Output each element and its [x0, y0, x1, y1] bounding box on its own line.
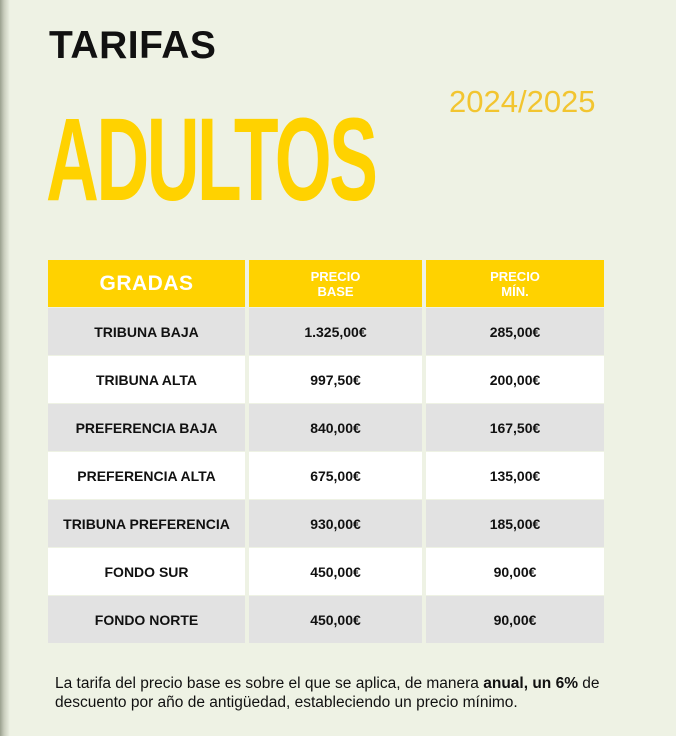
page-title-text: ADULTOS: [46, 94, 378, 226]
footnote: La tarifa del precio base es sobre el qu…: [55, 674, 615, 712]
page-edge-shadow: [0, 0, 10, 736]
cell-precio-min: 200,00€: [426, 355, 604, 403]
table-row: FONDO NORTE 450,00€ 90,00€: [48, 595, 604, 643]
cell-grada: TRIBUNA ALTA: [48, 355, 249, 403]
table-row: PREFERENCIA ALTA 675,00€ 135,00€: [48, 451, 604, 499]
footnote-text-1: La tarifa del precio base es sobre el qu…: [55, 675, 484, 692]
cell-precio-base: 997,50€: [249, 355, 426, 403]
cell-precio-min: 90,00€: [426, 547, 604, 595]
footnote-bold: anual, un 6%: [483, 675, 578, 692]
header-precio-base: PRECIO BASE: [249, 260, 426, 307]
cell-precio-base: 840,00€: [249, 403, 426, 451]
page-kicker: TARIFAS: [49, 24, 217, 67]
fares-table: GRADAS PRECIO BASE PRECIO MÍN. TRIBUNA B…: [48, 260, 604, 643]
cell-precio-base: 1.325,00€: [249, 307, 426, 355]
cell-grada: FONDO SUR: [48, 547, 249, 595]
cell-precio-min: 90,00€: [426, 595, 604, 643]
header-precio-base-line1: PRECIO: [310, 268, 361, 284]
cell-precio-base: 450,00€: [249, 595, 426, 643]
season-label: 2024/2025: [449, 84, 596, 119]
table-header-row: GRADAS PRECIO BASE PRECIO MÍN.: [48, 260, 604, 307]
cell-grada: PREFERENCIA BAJA: [48, 403, 249, 451]
header-precio-min-line1: PRECIO: [490, 268, 540, 284]
cell-precio-min: 167,50€: [426, 403, 604, 451]
cell-precio-min: 285,00€: [426, 307, 604, 355]
table-row: TRIBUNA PREFERENCIA 930,00€ 185,00€: [48, 499, 604, 547]
footnote-text-2: de descuento por año de antigüedad, esta…: [55, 675, 600, 711]
cell-precio-min: 135,00€: [426, 451, 604, 499]
header-gradas-label: GRADAS: [99, 271, 194, 295]
header-precio-base-line2: BASE: [317, 283, 354, 299]
cell-precio-min: 185,00€: [426, 499, 604, 547]
page-title: ADULTOS: [46, 80, 396, 240]
header-precio-min-line2: MÍN.: [501, 283, 529, 299]
table-row: TRIBUNA BAJA 1.325,00€ 285,00€: [48, 307, 604, 355]
cell-grada: TRIBUNA BAJA: [48, 307, 249, 355]
table-row: FONDO SUR 450,00€ 90,00€: [48, 547, 604, 595]
cell-precio-base: 450,00€: [249, 547, 426, 595]
cell-precio-base: 930,00€: [249, 499, 426, 547]
cell-grada: PREFERENCIA ALTA: [48, 451, 249, 499]
header-gradas: GRADAS: [48, 260, 249, 307]
cell-grada: FONDO NORTE: [48, 595, 249, 643]
cell-precio-base: 675,00€: [249, 451, 426, 499]
header-precio-min: PRECIO MÍN.: [426, 260, 604, 307]
table-row: TRIBUNA ALTA 997,50€ 200,00€: [48, 355, 604, 403]
cell-grada: TRIBUNA PREFERENCIA: [48, 499, 249, 547]
table-row: PREFERENCIA BAJA 840,00€ 167,50€: [48, 403, 604, 451]
